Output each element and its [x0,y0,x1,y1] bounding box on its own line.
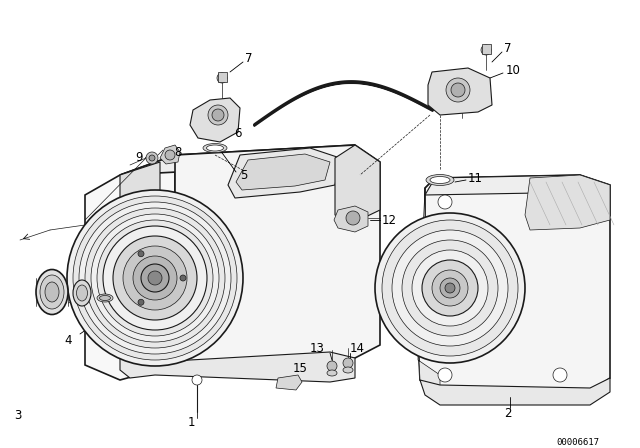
Ellipse shape [207,145,223,151]
Circle shape [440,278,460,298]
Circle shape [438,195,452,209]
Text: 13: 13 [310,341,325,354]
Ellipse shape [203,143,227,152]
Ellipse shape [40,275,64,309]
Circle shape [412,250,488,326]
Circle shape [382,220,518,356]
Polygon shape [120,352,355,382]
Circle shape [445,283,455,293]
Circle shape [148,271,162,285]
Ellipse shape [97,294,113,302]
Circle shape [327,361,337,371]
Circle shape [217,73,227,83]
Circle shape [212,109,224,121]
Text: 11: 11 [468,172,483,185]
Text: 5: 5 [240,168,248,181]
Circle shape [73,196,237,360]
Polygon shape [420,378,610,405]
Circle shape [123,246,187,310]
Circle shape [138,299,144,305]
Text: 14: 14 [350,341,365,354]
Ellipse shape [73,280,91,306]
Circle shape [180,275,186,281]
Bar [218,72,227,82]
Text: 2: 2 [504,406,512,419]
Polygon shape [335,145,380,222]
Polygon shape [120,162,160,222]
Circle shape [422,260,478,316]
Polygon shape [85,155,175,380]
Ellipse shape [36,270,68,314]
Ellipse shape [327,370,337,376]
Polygon shape [525,175,610,230]
Text: 12: 12 [382,214,397,227]
Circle shape [451,83,465,97]
Polygon shape [418,175,610,392]
Circle shape [97,220,213,336]
Circle shape [208,105,228,125]
Ellipse shape [430,177,450,184]
Polygon shape [425,175,610,195]
Circle shape [79,202,231,354]
Circle shape [133,256,177,300]
Ellipse shape [45,282,59,302]
Circle shape [149,155,155,161]
Circle shape [553,368,567,382]
Polygon shape [276,375,302,390]
Bar [482,44,491,54]
Ellipse shape [99,296,111,301]
Polygon shape [236,154,330,190]
Polygon shape [175,145,380,365]
Polygon shape [120,145,355,175]
Text: 3: 3 [14,409,22,422]
Circle shape [146,152,158,164]
Circle shape [103,226,207,330]
Polygon shape [160,145,180,164]
Circle shape [91,214,219,342]
Polygon shape [190,98,240,142]
Text: 9: 9 [136,151,143,164]
Circle shape [346,211,360,225]
Circle shape [438,368,452,382]
Circle shape [375,213,525,363]
Circle shape [113,236,197,320]
Ellipse shape [77,285,88,301]
Polygon shape [334,206,368,232]
Ellipse shape [426,175,454,185]
Text: 6: 6 [234,126,241,139]
Text: 10: 10 [506,64,521,77]
Circle shape [141,264,169,292]
Circle shape [432,270,468,306]
Ellipse shape [343,367,353,373]
Circle shape [192,375,202,385]
Circle shape [85,208,225,348]
Circle shape [446,78,470,102]
Circle shape [392,230,508,346]
Polygon shape [418,178,440,392]
Circle shape [481,45,491,55]
Polygon shape [428,68,492,115]
Circle shape [67,190,243,366]
Polygon shape [228,148,340,198]
Text: 1: 1 [188,415,195,428]
Text: 4: 4 [64,333,72,346]
Circle shape [165,150,175,160]
Text: 00006617: 00006617 [557,438,600,447]
Circle shape [402,240,498,336]
Circle shape [343,358,353,368]
Circle shape [138,251,144,257]
Text: 7: 7 [504,42,511,55]
Text: 7: 7 [245,52,253,65]
Text: 15: 15 [293,362,308,375]
Text: 8: 8 [174,146,181,159]
